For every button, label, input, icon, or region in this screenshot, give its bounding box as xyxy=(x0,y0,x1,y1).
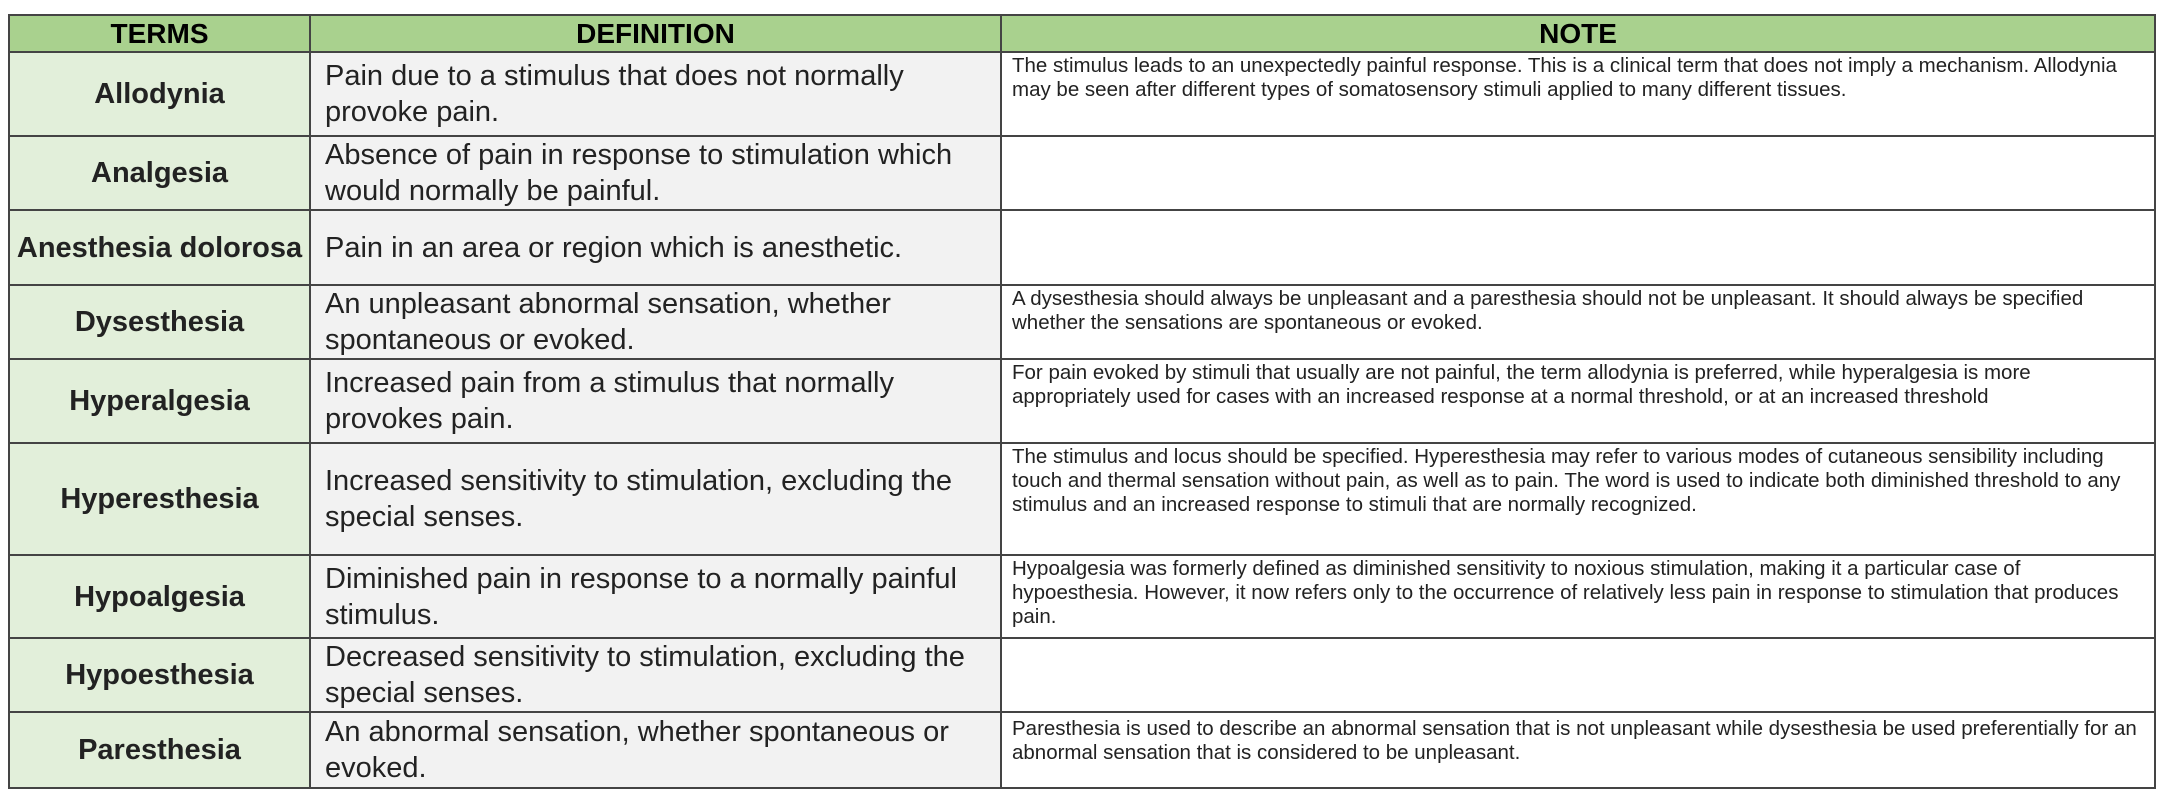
definition-cell: Pain in an area or region which is anest… xyxy=(309,209,1002,286)
definition-cell: Absence of pain in response to stimulati… xyxy=(309,135,1002,211)
definition-cell: Increased pain from a stimulus that norm… xyxy=(309,358,1002,444)
definition-cell: Pain due to a stimulus that does not nor… xyxy=(309,51,1002,137)
table-row: Hypoesthesia Decreased sensitivity to st… xyxy=(8,637,2156,713)
note-cell: For pain evoked by stimuli that usually … xyxy=(1000,358,2156,444)
definition-cell: An unpleasant abnormal sensation, whethe… xyxy=(309,284,1002,360)
table-row: Allodynia Pain due to a stimulus that do… xyxy=(8,51,2156,137)
note-cell: The stimulus leads to an unexpectedly pa… xyxy=(1000,51,2156,137)
header-definition: DEFINITION xyxy=(309,14,1002,53)
table-row: Dysesthesia An unpleasant abnormal sensa… xyxy=(8,284,2156,360)
term-cell: Hyperesthesia xyxy=(8,442,311,556)
note-cell: The stimulus and locus should be specifi… xyxy=(1000,442,2156,556)
pain-terms-table: TERMS DEFINITION NOTE Allodynia Pain due… xyxy=(8,14,2156,789)
definition-cell: Diminished pain in response to a normall… xyxy=(309,554,1002,639)
note-cell xyxy=(1000,135,2156,211)
note-cell xyxy=(1000,637,2156,713)
table-row: Anesthesia dolorosa Pain in an area or r… xyxy=(8,209,2156,286)
note-cell: Paresthesia is used to describe an abnor… xyxy=(1000,711,2156,789)
term-cell: Hypoalgesia xyxy=(8,554,311,639)
term-cell: Hyperalgesia xyxy=(8,358,311,444)
table-row: Analgesia Absence of pain in response to… xyxy=(8,135,2156,211)
term-cell: Analgesia xyxy=(8,135,311,211)
table-row: Hyperalgesia Increased pain from a stimu… xyxy=(8,358,2156,444)
definition-cell: Decreased sensitivity to stimulation, ex… xyxy=(309,637,1002,713)
header-terms: TERMS xyxy=(8,14,311,53)
term-cell: Paresthesia xyxy=(8,711,311,789)
term-cell: Dysesthesia xyxy=(8,284,311,360)
table-row: Hypoalgesia Diminished pain in response … xyxy=(8,554,2156,639)
note-cell xyxy=(1000,209,2156,286)
table-row: Paresthesia An abnormal sensation, wheth… xyxy=(8,711,2156,789)
header-row: TERMS DEFINITION NOTE xyxy=(8,14,2156,53)
definition-cell: An abnormal sensation, whether spontaneo… xyxy=(309,711,1002,789)
definition-cell: Increased sensitivity to stimulation, ex… xyxy=(309,442,1002,556)
note-cell: Hypoalgesia was formerly defined as dimi… xyxy=(1000,554,2156,639)
note-cell: A dysesthesia should always be unpleasan… xyxy=(1000,284,2156,360)
header-note: NOTE xyxy=(1000,14,2156,53)
table-row: Hyperesthesia Increased sensitivity to s… xyxy=(8,442,2156,556)
term-cell: Allodynia xyxy=(8,51,311,137)
term-cell: Anesthesia dolorosa xyxy=(8,209,311,286)
term-cell: Hypoesthesia xyxy=(8,637,311,713)
